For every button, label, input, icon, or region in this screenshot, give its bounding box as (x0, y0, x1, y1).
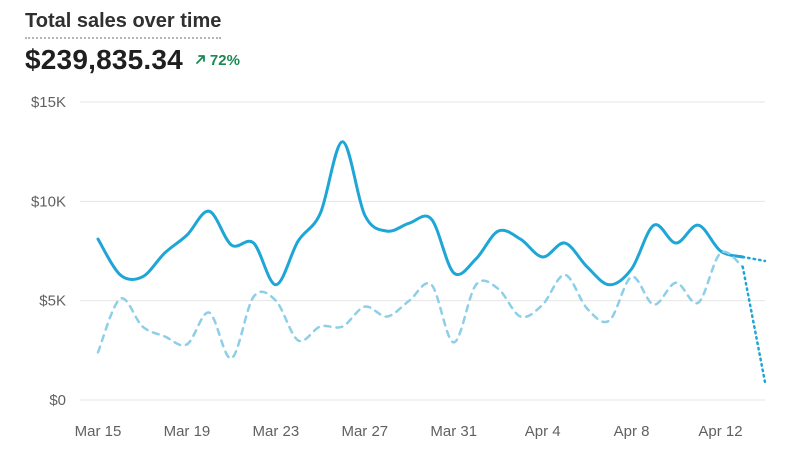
x-tick-label: Mar 27 (341, 423, 388, 440)
current-period-line (96, 140, 745, 287)
arrow-up-right-icon (195, 52, 206, 69)
y-tick-label: $10K (31, 193, 66, 210)
x-tick-label: Mar 23 (253, 423, 300, 440)
total-sales-value: $239,835.34 (25, 44, 183, 75)
x-tick-label: Mar 15 (75, 423, 122, 440)
delta-percent: 72% (209, 51, 240, 69)
x-tick-label: Mar 31 (430, 423, 477, 440)
y-tick-label: $15K (31, 94, 66, 111)
x-tick-label: Apr 8 (614, 423, 650, 440)
delta-badge: 72% (195, 52, 240, 69)
x-tick-label: Apr 4 (525, 423, 561, 440)
x-tick-label: Apr 12 (698, 423, 742, 440)
chart-title[interactable]: Total sales over time (25, 10, 222, 39)
current-period-incomplete-line (741, 255, 767, 263)
x-tick-label: Mar 19 (164, 423, 211, 440)
previous-period-line (96, 250, 745, 360)
previous-period-incomplete-line (741, 265, 767, 384)
y-tick-label: $0 (49, 392, 66, 409)
y-tick-label: $5K (39, 293, 66, 310)
total-row: $239,835.34 72% (25, 44, 240, 76)
